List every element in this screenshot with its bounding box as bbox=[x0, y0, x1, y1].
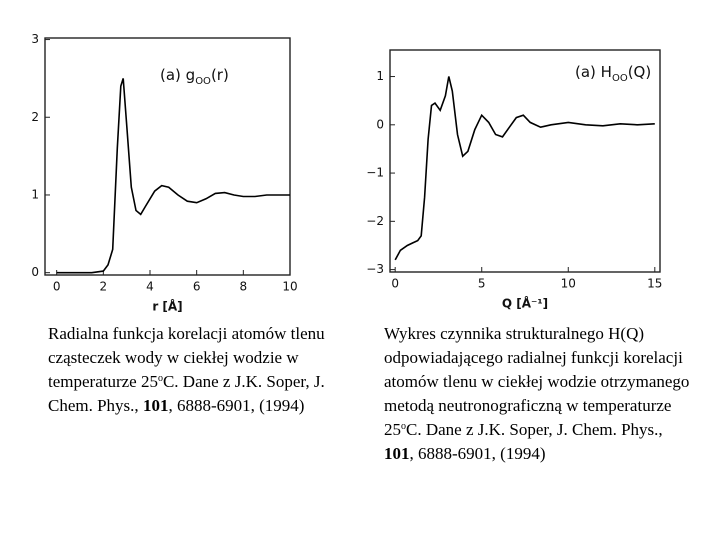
caption: Radialna funkcja korelacji atomów tlenu … bbox=[48, 322, 348, 418]
y-tick-label: −1 bbox=[366, 166, 384, 180]
caption-part: o bbox=[401, 421, 406, 432]
x-tick-label: 6 bbox=[193, 280, 201, 294]
x-axis-label: r [Å] bbox=[152, 299, 182, 314]
y-tick-label: −2 bbox=[366, 214, 384, 228]
x-tick-label: 2 bbox=[100, 280, 108, 294]
data-line bbox=[394, 76, 655, 261]
x-tick-label: 4 bbox=[146, 280, 154, 294]
x-tick-label: 15 bbox=[647, 277, 662, 291]
caption-part: C. Dane z J.K. Soper, J. Chem. Phys., bbox=[48, 372, 325, 415]
x-tick-label: 10 bbox=[282, 280, 297, 294]
y-tick-label: 0 bbox=[31, 265, 39, 279]
title-part: (Q) bbox=[628, 63, 652, 81]
title-part: OO bbox=[612, 73, 628, 84]
caption-part: Radialna funkcja korelacji atomów tlenu … bbox=[48, 324, 325, 391]
caption: Wykres czynnika strukturalnego H(Q) odpo… bbox=[384, 322, 694, 466]
chart-title: (a) HOO(Q) bbox=[575, 63, 651, 84]
data-line bbox=[56, 78, 290, 274]
y-tick-label: −3 bbox=[366, 262, 384, 276]
x-tick-label: 5 bbox=[478, 277, 486, 291]
plot-frame bbox=[389, 49, 661, 273]
caption-part: o bbox=[157, 373, 163, 384]
x-axis-label: Q [Å⁻¹] bbox=[502, 296, 548, 311]
title-part: (r) bbox=[211, 66, 229, 84]
title-part: (a) g bbox=[160, 66, 195, 84]
chart-title: (a) gOO(r) bbox=[160, 66, 229, 87]
caption-part: C. Dane z J.K. Soper, J. Chem. Phys., bbox=[406, 420, 663, 439]
title-part: OO bbox=[195, 76, 211, 87]
y-tick-label: 1 bbox=[31, 187, 39, 201]
x-tick-label: 0 bbox=[391, 277, 399, 291]
plot-frame bbox=[44, 37, 291, 276]
caption-part: 101 bbox=[384, 444, 410, 463]
caption-part: Wykres czynnika strukturalnego H(Q) odpo… bbox=[384, 324, 690, 439]
y-tick-label: 0 bbox=[376, 117, 384, 131]
x-tick-label: 8 bbox=[240, 280, 248, 294]
caption-part: , 6888-6901, (1994) bbox=[409, 444, 546, 463]
x-tick-label: 10 bbox=[561, 277, 576, 291]
x-tick-label: 0 bbox=[53, 280, 61, 294]
caption-part: , 6888-6901, (1994) bbox=[168, 396, 305, 415]
y-tick-label: 1 bbox=[376, 69, 384, 83]
title-part: (a) H bbox=[575, 63, 612, 81]
caption-part: 101 bbox=[142, 396, 169, 415]
y-tick-label: 2 bbox=[31, 110, 39, 124]
y-tick-label: 3 bbox=[31, 32, 39, 46]
